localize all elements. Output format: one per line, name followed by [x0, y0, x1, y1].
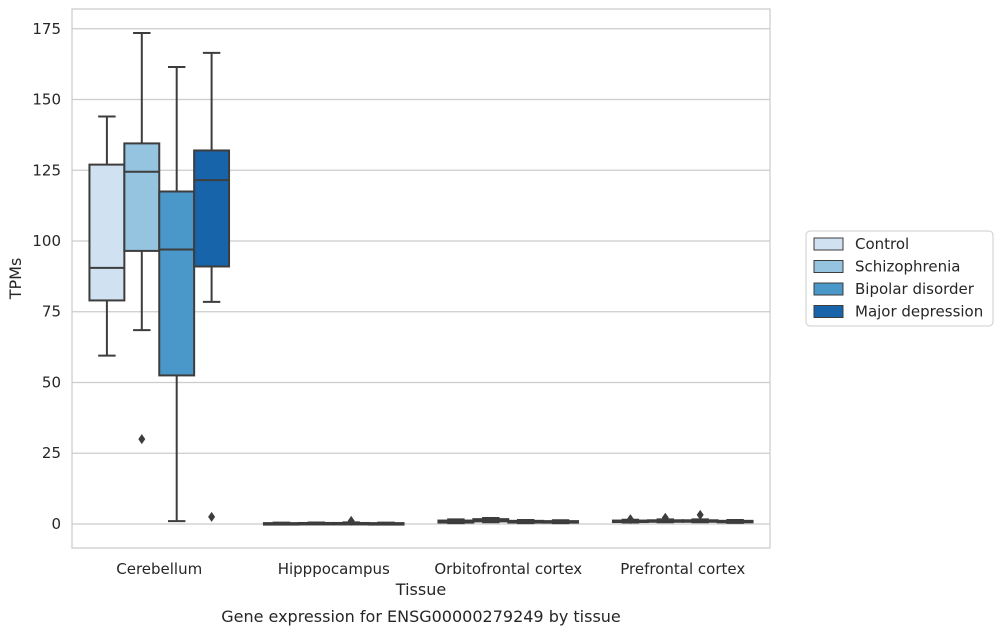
- box-2-2: [507, 518, 545, 525]
- legend-label: Major depression: [855, 303, 983, 321]
- x-tick-label: Hipppocampus: [278, 560, 390, 578]
- box: [193, 149, 231, 268]
- box-1-3: [646, 512, 684, 524]
- outlier-point: [347, 515, 355, 526]
- box-1-1: [297, 521, 335, 526]
- box-0-0: [88, 115, 126, 357]
- y-tick-label: 175: [32, 20, 61, 38]
- chart-caption: Gene expression for ENSG00000279249 by t…: [221, 607, 621, 626]
- box: [123, 142, 161, 252]
- legend-label: Control: [855, 235, 909, 253]
- box: [158, 190, 196, 377]
- y-tick-label: 0: [51, 515, 61, 533]
- x-tick-labels: Cerebellum Hipppocampus Orbitofrontal cort…: [116, 560, 745, 578]
- x-tick-label: Cerebellum: [116, 560, 202, 578]
- legend-label: Schizophrenia: [855, 258, 960, 276]
- y-tick-label: 75: [42, 303, 61, 321]
- box-3-0: [193, 51, 231, 522]
- legend-swatch: [813, 282, 844, 296]
- box: [88, 163, 126, 302]
- outlier-point: [661, 512, 669, 523]
- box-0-2: [437, 518, 475, 525]
- box-1-2: [472, 517, 510, 524]
- legend-swatch: [813, 305, 844, 318]
- outlier-point: [696, 509, 704, 520]
- legend-swatch: [813, 237, 844, 251]
- y-axis-label: TPMs: [6, 258, 25, 301]
- y-tick-label: 150: [32, 91, 61, 109]
- plot-area-frame: [71, 8, 771, 549]
- outlier-point: [138, 434, 146, 445]
- legend-label: Bipolar disorder: [855, 280, 975, 298]
- box-3-2: [542, 519, 580, 525]
- box-2-1: [332, 515, 370, 526]
- box-0-1: [262, 521, 300, 526]
- y-tick-label: 25: [42, 444, 61, 462]
- y-tick-labels: 0 25 50 75 100 125 150 175: [32, 20, 61, 533]
- x-tick-label: Prefrontal cortex: [620, 560, 745, 578]
- outlier-point: [208, 511, 216, 522]
- legend: Control Schizophrenia Bipolar disorder Majo…: [805, 230, 994, 327]
- x-tick-label: Orbitofrontal cortex: [434, 560, 582, 578]
- x-axis-label: Tissue: [395, 580, 446, 599]
- box-3-1: [367, 521, 405, 526]
- box-2-0: [158, 66, 196, 523]
- box-2-3: [681, 509, 719, 524]
- legend-frame: [805, 230, 994, 327]
- outlier-point: [626, 514, 634, 525]
- y-tick-label: 50: [42, 373, 61, 391]
- box-0-3: [611, 514, 649, 525]
- y-tick-label: 100: [32, 232, 61, 250]
- boxes: [88, 32, 754, 526]
- box-3-3: [716, 518, 754, 524]
- box-1-0: [123, 32, 161, 445]
- y-tick-label: 125: [32, 161, 61, 179]
- legend-swatch: [813, 260, 844, 273]
- legend-entries: Control Schizophrenia Bipolar disorder Majo…: [813, 235, 983, 321]
